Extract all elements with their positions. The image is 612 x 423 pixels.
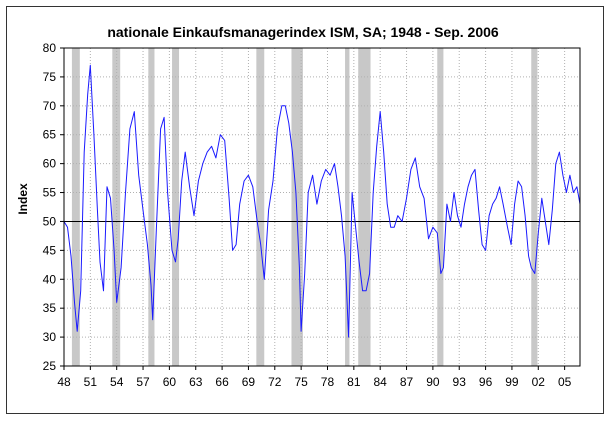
plot-border bbox=[63, 47, 581, 367]
recession-band bbox=[256, 48, 265, 366]
x-tick-label: 02 bbox=[532, 375, 546, 389]
x-tick-label: 96 bbox=[479, 375, 493, 389]
recession-band bbox=[148, 48, 155, 366]
x-tick-label: 78 bbox=[321, 375, 335, 389]
x-tick-label: 57 bbox=[136, 375, 150, 389]
chart-title: nationale Einkaufsmanagerindex ISM, SA; … bbox=[107, 24, 499, 40]
x-tick-label: 54 bbox=[110, 375, 124, 389]
x-tick-label: 60 bbox=[163, 375, 177, 389]
y-tick-label: 45 bbox=[43, 243, 57, 257]
recession-band bbox=[531, 48, 538, 366]
x-tick-label: 84 bbox=[374, 375, 388, 389]
series-line bbox=[63, 64, 581, 338]
series-group bbox=[63, 64, 581, 338]
chart-canvas: nationale Einkaufsmanagerindex ISM, SA; … bbox=[16, 24, 581, 389]
y-tick-label: 40 bbox=[43, 272, 57, 286]
y-tick-label: 60 bbox=[43, 157, 57, 171]
x-tick-label: 72 bbox=[268, 375, 282, 389]
x-tick-label: 87 bbox=[400, 375, 414, 389]
y-tick-label: 70 bbox=[43, 99, 57, 113]
x-axis-ticks: 48 51 54 57 60 63 66 69 72 75 78 81 84 87 90 93 96 99 02 05 bbox=[57, 366, 572, 389]
x-tick-label: 66 bbox=[215, 375, 229, 389]
plot-area bbox=[64, 48, 580, 366]
plot-background bbox=[64, 48, 580, 366]
x-tick-label: 93 bbox=[453, 375, 467, 389]
x-tick-label: 48 bbox=[57, 375, 71, 389]
y-axis-label: Index bbox=[16, 183, 30, 215]
x-tick-label: 69 bbox=[242, 375, 256, 389]
x-tick-label: 75 bbox=[294, 375, 308, 389]
y-tick-label: 50 bbox=[43, 214, 57, 228]
x-tick-label: 81 bbox=[347, 375, 361, 389]
recession-band bbox=[345, 48, 350, 366]
y-tick-label: 35 bbox=[43, 301, 57, 315]
x-tick-label: 90 bbox=[426, 375, 440, 389]
recession-band bbox=[71, 48, 80, 366]
recession-band bbox=[358, 48, 371, 366]
recession-band bbox=[172, 48, 180, 366]
x-tick-label: 99 bbox=[505, 375, 519, 389]
y-tick-label: 25 bbox=[43, 359, 57, 373]
recession-band bbox=[437, 48, 444, 366]
recession-band bbox=[291, 48, 303, 366]
x-tick-label: 05 bbox=[558, 375, 572, 389]
y-tick-label: 55 bbox=[43, 186, 57, 200]
x-tick-label: 51 bbox=[84, 375, 98, 389]
x-tick-label: 63 bbox=[189, 375, 203, 389]
y-axis-ticks: 25 30 35 40 45 50 55 60 65 70 75 80 bbox=[43, 41, 64, 373]
y-tick-label: 75 bbox=[43, 70, 57, 84]
y-tick-label: 65 bbox=[43, 128, 57, 142]
chart-frame: nationale Einkaufsmanagerindex ISM, SA; … bbox=[6, 6, 604, 414]
y-tick-label: 30 bbox=[43, 330, 57, 344]
y-tick-label: 80 bbox=[43, 41, 57, 55]
axes bbox=[63, 47, 581, 367]
